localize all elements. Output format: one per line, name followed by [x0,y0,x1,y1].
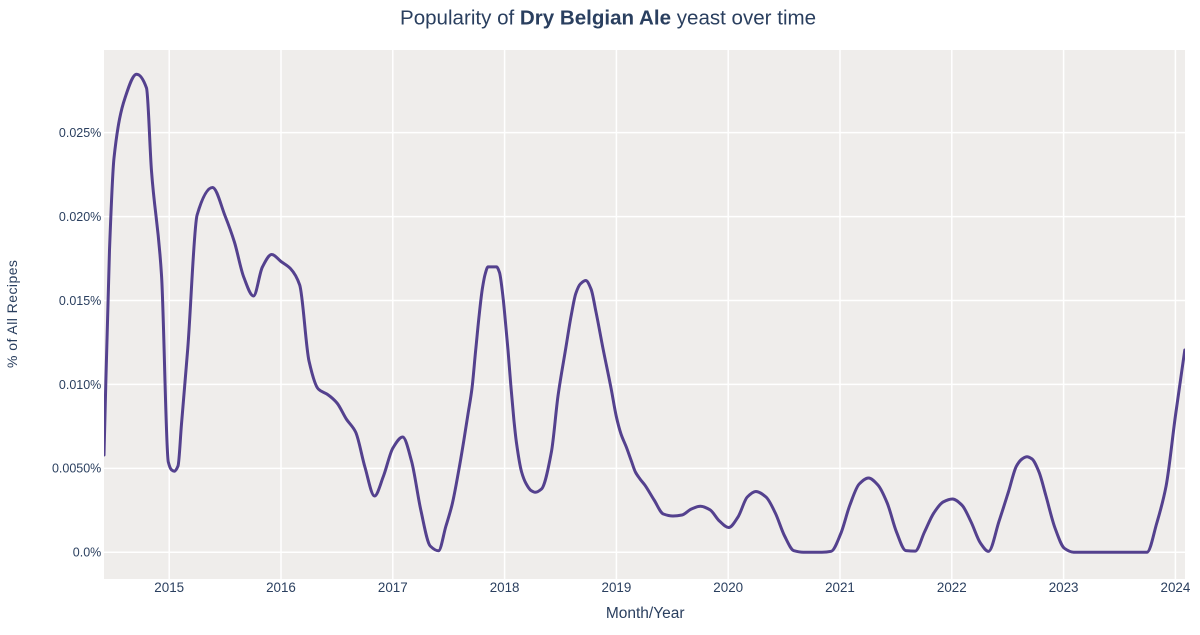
svg-text:2022: 2022 [937,580,967,595]
svg-text:0.0050%: 0.0050% [52,462,101,476]
svg-text:0.010%: 0.010% [59,378,101,392]
svg-text:2017: 2017 [378,580,408,595]
svg-text:Popularity of Dry Belgian Ale: Popularity of Dry Belgian Ale yeast over… [400,6,816,29]
svg-text:2019: 2019 [602,580,632,595]
svg-text:0.015%: 0.015% [59,294,101,308]
svg-text:2023: 2023 [1049,580,1079,595]
svg-text:0.0%: 0.0% [73,546,102,560]
svg-text:2020: 2020 [713,580,743,595]
svg-text:2015: 2015 [154,580,184,595]
svg-text:Month/Year: Month/Year [606,605,685,622]
svg-text:0.020%: 0.020% [59,210,101,224]
svg-text:2021: 2021 [825,580,855,595]
svg-text:0.025%: 0.025% [59,126,101,140]
svg-text:2016: 2016 [266,580,296,595]
svg-text:% of All Recipes: % of All Recipes [4,260,20,368]
svg-text:2018: 2018 [490,580,520,595]
svg-text:2024: 2024 [1161,580,1191,595]
